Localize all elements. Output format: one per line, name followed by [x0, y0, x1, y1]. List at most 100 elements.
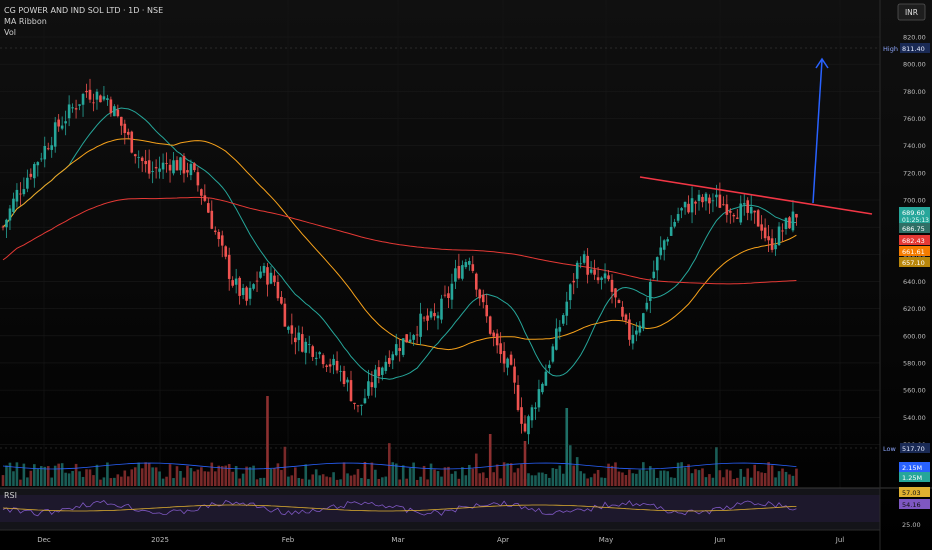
- candle-body[interactable]: [492, 332, 495, 337]
- candle-body[interactable]: [746, 200, 750, 213]
- candle-body[interactable]: [33, 164, 36, 179]
- candle-body[interactable]: [19, 193, 22, 195]
- currency-badge[interactable]: [897, 3, 926, 21]
- candle-body[interactable]: [300, 334, 304, 352]
- candle-body[interactable]: [15, 189, 19, 202]
- candle-body[interactable]: [655, 257, 659, 271]
- candle-body[interactable]: [600, 277, 603, 280]
- candle-body[interactable]: [558, 327, 562, 332]
- candle-body[interactable]: [280, 296, 283, 304]
- candle-body[interactable]: [440, 298, 443, 320]
- candle-body[interactable]: [168, 164, 172, 171]
- candle-body[interactable]: [363, 398, 367, 404]
- candle-body[interactable]: [722, 204, 725, 206]
- candle-body[interactable]: [294, 337, 297, 343]
- candle-body[interactable]: [690, 198, 694, 213]
- candle-body[interactable]: [735, 217, 739, 219]
- candle-body[interactable]: [530, 407, 534, 421]
- candle-body[interactable]: [234, 278, 238, 285]
- candle-body[interactable]: [179, 157, 182, 171]
- candle-body[interactable]: [426, 315, 429, 321]
- candle-body[interactable]: [575, 262, 579, 279]
- candle-body[interactable]: [387, 357, 391, 364]
- candle-body[interactable]: [321, 355, 325, 365]
- candle-body[interactable]: [335, 360, 339, 371]
- candle-body[interactable]: [224, 246, 228, 257]
- candle-body[interactable]: [551, 346, 555, 362]
- candle-body[interactable]: [593, 269, 596, 275]
- candle-body[interactable]: [210, 210, 214, 229]
- candle-body[interactable]: [450, 283, 454, 300]
- candle-body[interactable]: [732, 214, 736, 217]
- candle-body[interactable]: [777, 226, 781, 246]
- candle-body[interactable]: [186, 170, 189, 173]
- candle-body[interactable]: [116, 109, 120, 117]
- resistance-trendline[interactable]: [639, 176, 873, 215]
- candle-body[interactable]: [339, 370, 342, 372]
- candle-body[interactable]: [635, 330, 638, 335]
- candle-body[interactable]: [342, 370, 346, 385]
- candle-body[interactable]: [443, 294, 447, 296]
- candle-body[interactable]: [349, 380, 353, 402]
- candle-body[interactable]: [252, 284, 255, 289]
- candle-body[interactable]: [346, 379, 349, 383]
- candle-body[interactable]: [645, 302, 649, 310]
- candle-body[interactable]: [739, 203, 743, 223]
- candle-body[interactable]: [652, 271, 656, 279]
- candle-body[interactable]: [123, 123, 127, 134]
- candle-body[interactable]: [203, 195, 207, 201]
- candle-body[interactable]: [99, 95, 102, 103]
- candle-body[interactable]: [405, 334, 408, 343]
- candle-body[interactable]: [673, 221, 676, 227]
- candle-body[interactable]: [200, 189, 203, 196]
- indicator-volume[interactable]: Vol: [4, 28, 16, 37]
- candle-body[interactable]: [259, 271, 262, 278]
- candle-body[interactable]: [541, 383, 544, 393]
- candle-body[interactable]: [704, 193, 708, 202]
- candle-body[interactable]: [106, 98, 109, 100]
- candle-body[interactable]: [412, 335, 415, 340]
- candle-body[interactable]: [370, 382, 374, 388]
- candle-body[interactable]: [676, 214, 680, 221]
- candle-body[interactable]: [697, 194, 701, 201]
- candle-body[interactable]: [60, 125, 64, 129]
- candle-body[interactable]: [683, 201, 687, 208]
- candle-body[interactable]: [523, 423, 527, 432]
- candle-body[interactable]: [273, 275, 276, 283]
- candle-body[interactable]: [572, 280, 576, 283]
- candle-body[interactable]: [57, 119, 60, 127]
- candle-body[interactable]: [659, 247, 663, 256]
- candle-body[interactable]: [217, 231, 221, 240]
- candle-body[interactable]: [182, 156, 186, 174]
- candle-body[interactable]: [231, 280, 234, 286]
- candle-body[interactable]: [568, 284, 572, 301]
- candle-body[interactable]: [516, 384, 520, 411]
- candle-body[interactable]: [71, 107, 74, 109]
- candle-body[interactable]: [506, 358, 509, 368]
- candle-body[interactable]: [513, 366, 516, 383]
- candle-body[interactable]: [795, 213, 798, 218]
- candle-body[interactable]: [332, 358, 335, 366]
- candle-body[interactable]: [509, 354, 513, 365]
- candle-body[interactable]: [715, 194, 718, 198]
- candle-body[interactable]: [537, 389, 541, 408]
- candle-body[interactable]: [318, 352, 321, 355]
- candle-body[interactable]: [374, 369, 377, 388]
- candle-body[interactable]: [756, 210, 760, 227]
- candle-body[interactable]: [488, 316, 492, 334]
- candle-body[interactable]: [213, 230, 217, 232]
- candle-body[interactable]: [478, 289, 482, 299]
- candle-body[interactable]: [485, 305, 489, 317]
- candle-body[interactable]: [729, 211, 732, 213]
- candle-body[interactable]: [680, 208, 683, 211]
- candle-body[interactable]: [5, 219, 8, 228]
- candle-body[interactable]: [297, 332, 301, 341]
- candle-body[interactable]: [175, 160, 179, 171]
- candle-body[interactable]: [189, 163, 193, 176]
- candle-body[interactable]: [784, 218, 788, 229]
- candle-body[interactable]: [266, 267, 269, 285]
- candle-body[interactable]: [227, 254, 231, 279]
- candle-body[interactable]: [474, 273, 478, 290]
- candle-body[interactable]: [161, 162, 165, 170]
- candle-body[interactable]: [415, 334, 419, 336]
